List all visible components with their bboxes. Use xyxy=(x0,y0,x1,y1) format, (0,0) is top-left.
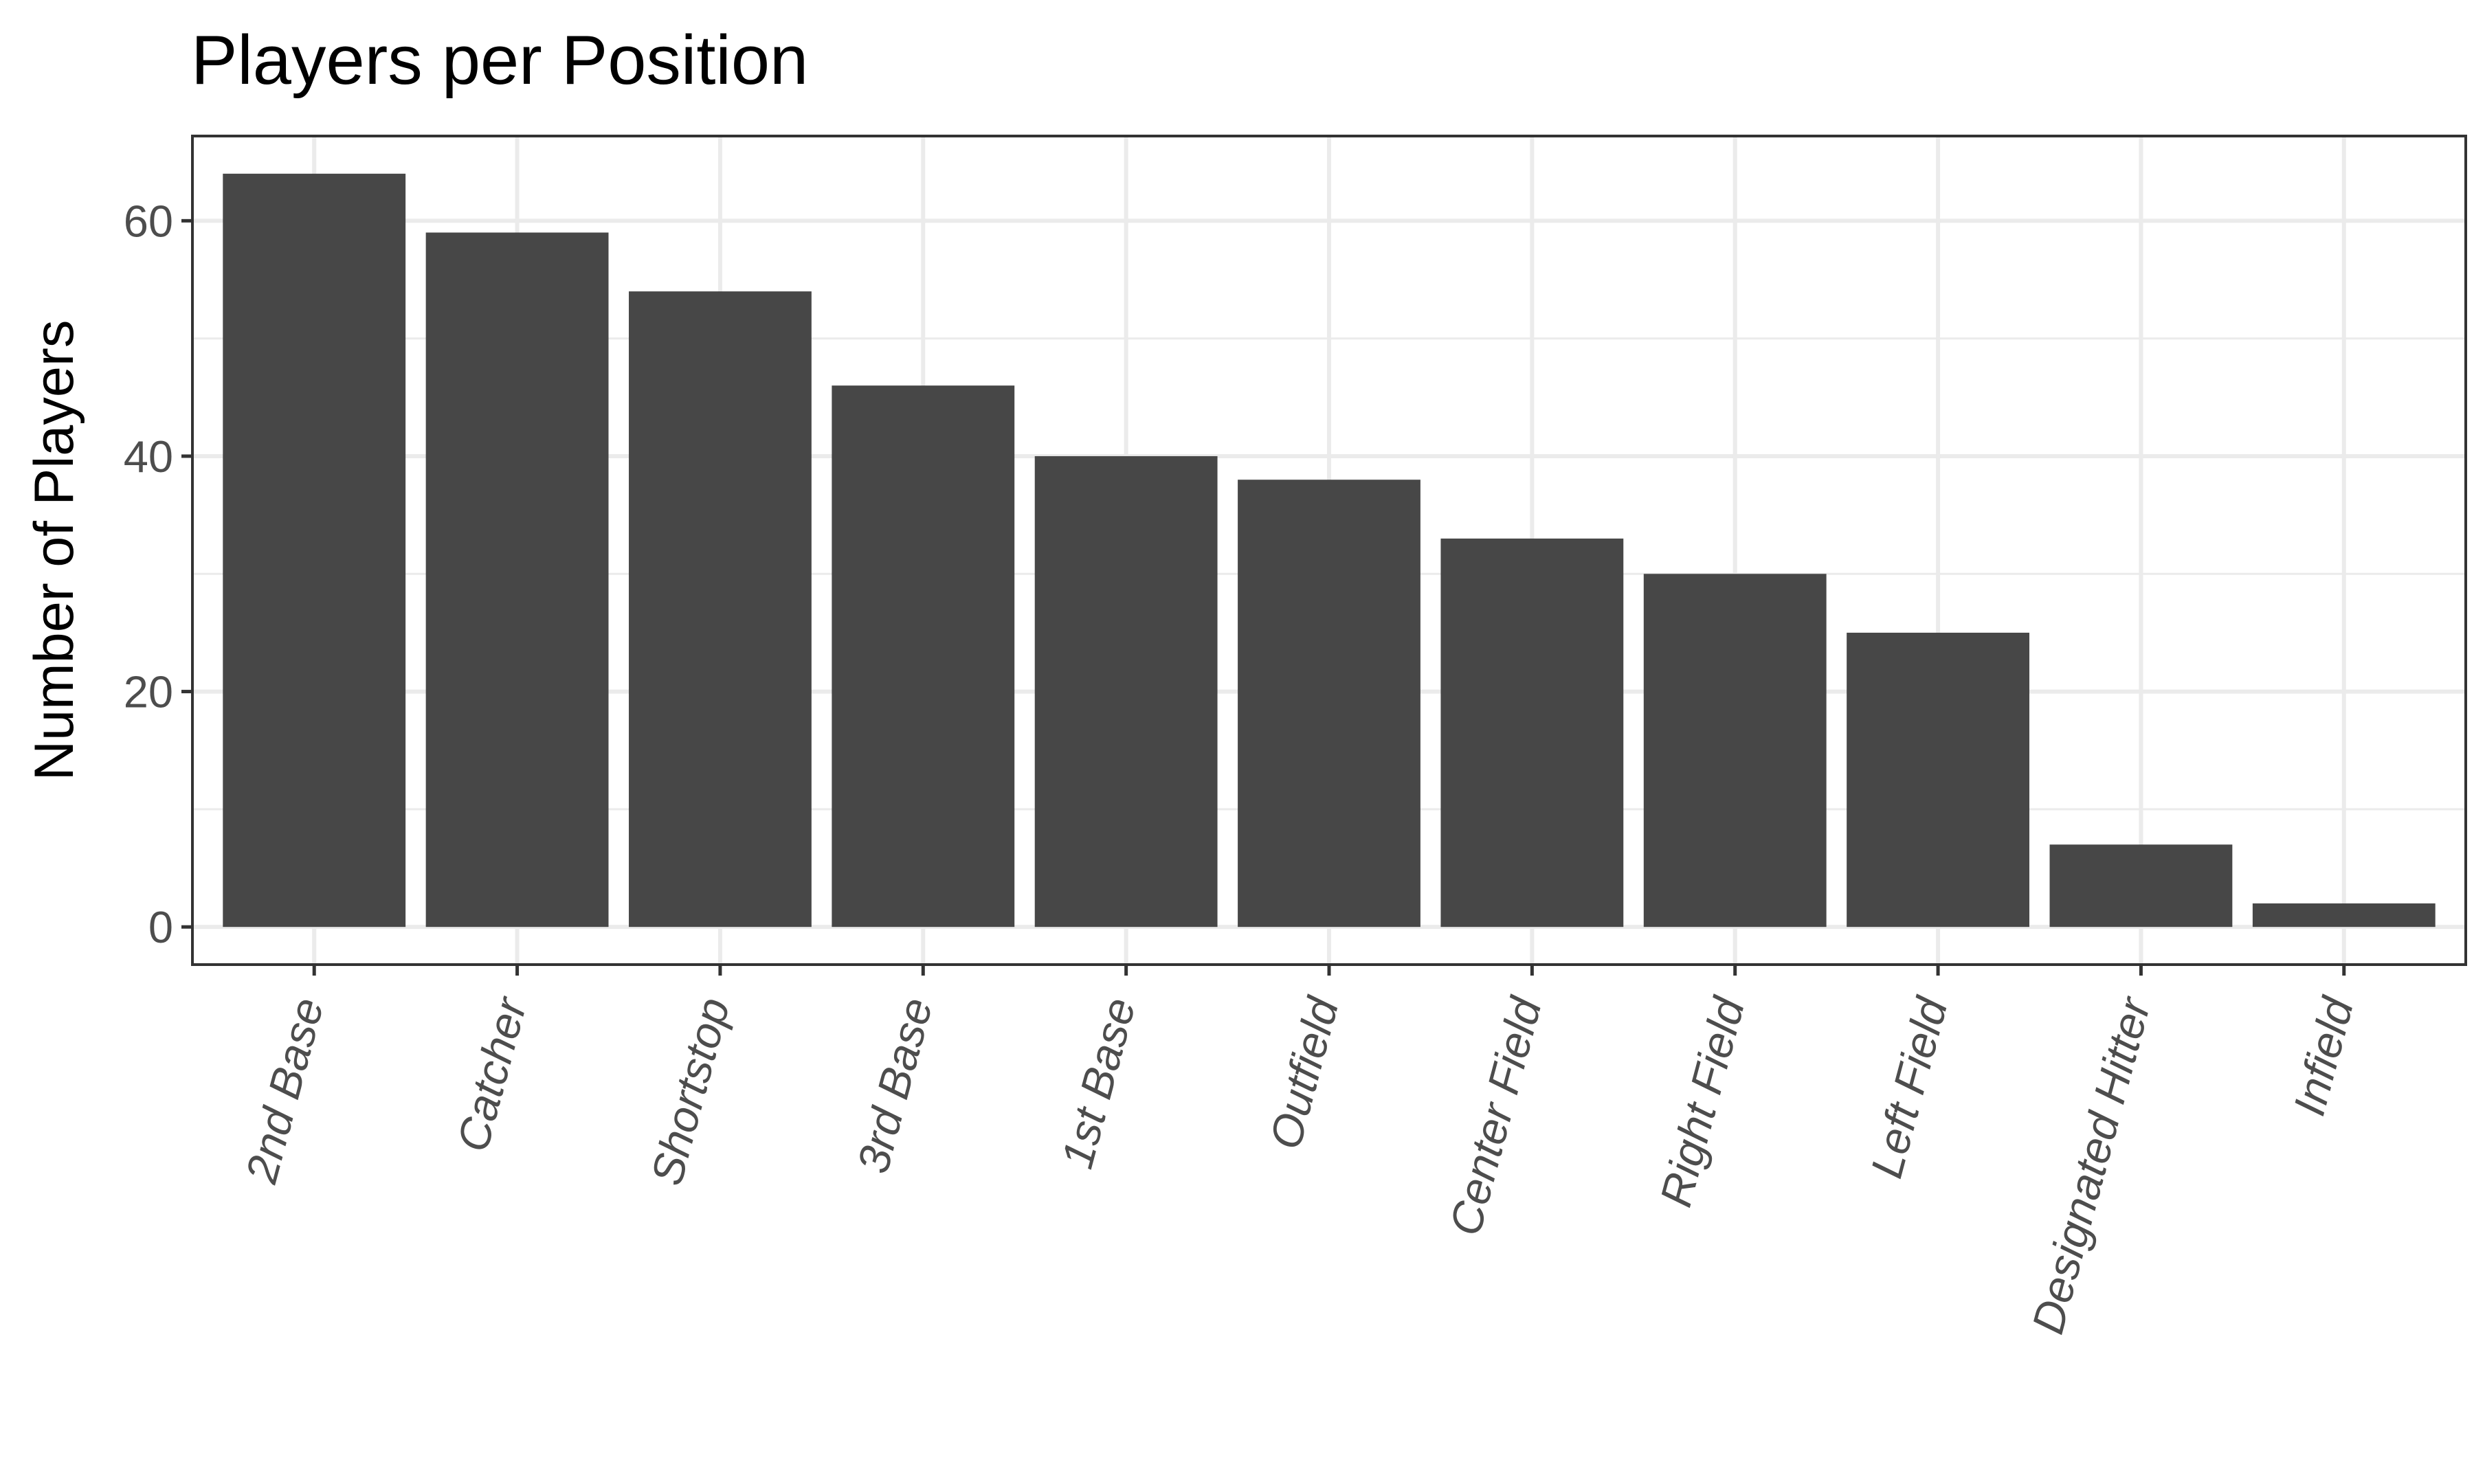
y-tick-label: 40 xyxy=(124,431,173,482)
bar xyxy=(1643,574,1827,928)
bar xyxy=(1238,480,1420,928)
bar xyxy=(1034,456,1218,928)
bars xyxy=(223,173,2436,928)
y-tick-label: 0 xyxy=(148,902,173,952)
bar xyxy=(2049,844,2233,928)
bar xyxy=(223,173,406,928)
bar xyxy=(425,232,609,928)
bar xyxy=(1847,632,2029,928)
bar xyxy=(1440,538,1624,928)
bar xyxy=(832,385,1015,928)
y-tick-labels: 0 20 40 60 xyxy=(124,196,173,952)
chart-title: Players per Position xyxy=(191,22,808,99)
y-tick-label: 20 xyxy=(124,667,173,717)
axis-ticks xyxy=(181,218,2346,976)
bar xyxy=(2252,903,2436,928)
y-tick-label: 60 xyxy=(124,196,173,246)
bar xyxy=(629,291,812,928)
y-axis-title: Number of Players xyxy=(23,320,85,781)
